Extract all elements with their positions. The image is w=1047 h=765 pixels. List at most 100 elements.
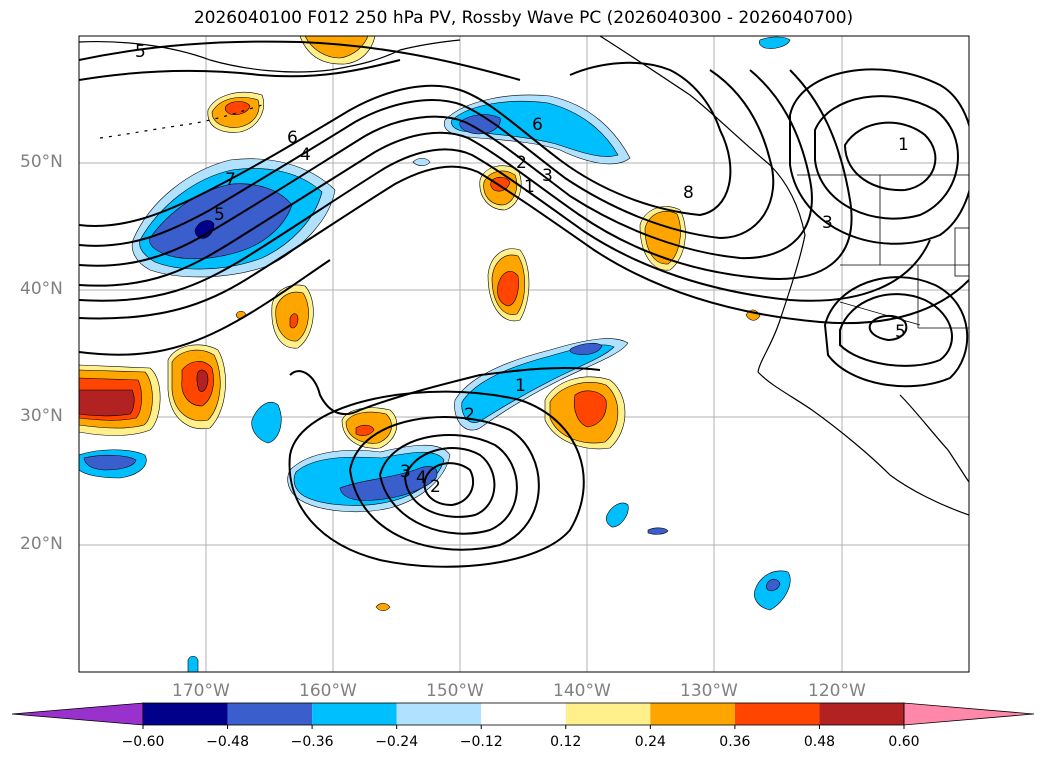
figure-title: 2026040100 F012 250 hPa PV, Rossby Wave … (193, 8, 854, 28)
pos-region-west-coast-jet-mid (644, 211, 681, 265)
contour-label-group: 5 6 4 7 5 6 2 1 3 8 1 3 5 1 2 3 4 2 (135, 42, 909, 497)
contour-label: 1 (898, 135, 909, 155)
contour-label: 3 (400, 462, 411, 482)
colorbar-extend-low (11, 702, 144, 726)
lon-label-120w: 120°W (808, 681, 866, 701)
us-mexico-border (839, 301, 921, 326)
contour-label: 5 (135, 42, 146, 62)
neg-region-gulf-mid (451, 101, 619, 157)
contour-east-low-3 (868, 314, 908, 342)
neg-region-small-8 (412, 157, 431, 167)
state-border-5 (954, 227, 969, 277)
pos-region-dot-2 (375, 602, 391, 612)
lon-label-130w: 130°W (680, 681, 738, 701)
lon-label-140w: 140°W (553, 681, 611, 701)
colorbar-tick-label: 0.36 (719, 734, 751, 750)
pos-region-south-central-strong (355, 424, 375, 436)
colorbar (11, 702, 1035, 729)
aleutian-chain (99, 104, 263, 139)
contour-label: 1 (515, 376, 526, 396)
lon-label-160w: 160°W (299, 681, 357, 701)
colorbar-swatch (650, 703, 735, 725)
colorbar-swatch (143, 703, 228, 725)
colorbar-tick-label: 0.48 (803, 734, 836, 750)
colorbar-extend-high (903, 702, 1035, 726)
rossby-wave-contours (79, 40, 969, 568)
colorbar-tick-label: 0.60 (888, 734, 920, 750)
neg-region-small-6 (187, 655, 199, 672)
lon-label-150w: 150°W (426, 681, 484, 701)
colorbar-swatch (227, 703, 313, 725)
contour-jet-6 (79, 165, 969, 325)
neg-region-small-5 (758, 36, 791, 49)
colorbar-tick-label: −0.36 (290, 734, 334, 750)
contour-label: 6 (532, 115, 543, 135)
lat-label-50n: 50°N (20, 152, 63, 172)
contour-jet-3 (79, 69, 813, 267)
colorbar-tick-label: −0.48 (206, 734, 249, 750)
contour-south-low-1 (423, 462, 475, 507)
contour-label: 4 (300, 145, 311, 165)
colorbar-tick-label: −0.12 (459, 734, 503, 750)
neg-region-small-1 (251, 401, 282, 444)
pos-region-east-subtropic-strong (573, 390, 607, 428)
pos-region-far-west-dark (79, 389, 135, 417)
contour-label: 4 (416, 468, 427, 488)
contour-label: 3 (542, 166, 553, 186)
lat-label-20n: 20°N (20, 534, 63, 554)
contour-east-low (839, 293, 953, 367)
contour-north-2 (79, 59, 401, 81)
contour-jet-4 (79, 69, 853, 287)
contour-label: 2 (516, 153, 527, 173)
contour-jet-2 (79, 69, 775, 247)
colorbar-tick-label: −0.24 (375, 734, 419, 750)
gridlines (79, 36, 969, 672)
colorbar-tick-label: 0.12 (550, 734, 582, 750)
colorbar-swatch (819, 703, 904, 725)
colorbar-swatch (396, 703, 482, 725)
contour-jet-5 (79, 148, 931, 302)
baja-coast (757, 371, 969, 516)
colorbar-swatch (481, 703, 566, 725)
contour-label: 1 (524, 177, 535, 197)
neg-region-small-2 (605, 502, 629, 528)
colorbar-swatch (312, 703, 397, 725)
lat-label-40n: 40°N (20, 279, 63, 299)
colorbar-tick-label: 0.24 (634, 734, 666, 750)
contour-jet-7 (79, 259, 331, 356)
contour-label: 6 (287, 128, 298, 148)
contour-east-high (843, 121, 937, 192)
neg-region-south-strong (339, 466, 438, 501)
pos-region-mid-north-strong (497, 271, 519, 307)
contour-label: 2 (464, 405, 475, 425)
contour-north-1 (79, 40, 521, 81)
contour-east-low-2 (823, 276, 969, 388)
colorbar-tick-label: −0.60 (121, 734, 165, 750)
lon-label-170w: 170°W (172, 681, 230, 701)
contour-south-low-2 (403, 447, 496, 518)
map-frame (78, 35, 970, 673)
pos-region-small-a-strong (289, 313, 299, 329)
colorbar-frame (142, 702, 905, 726)
west-coast-us (757, 234, 806, 373)
lat-label-30n: 30°N (20, 406, 63, 426)
neg-region-west-dark (194, 220, 215, 239)
neg-region-far-west-strong (83, 454, 137, 471)
contour-label: 8 (683, 183, 694, 203)
contour-east-high-2 (814, 95, 959, 220)
contour-south-low-4 (348, 416, 540, 551)
pos-region-alaska-mid (304, 36, 369, 59)
contour-jet-1 (79, 61, 732, 227)
colorbar-swatch (734, 703, 820, 725)
contour-label: 7 (225, 170, 236, 190)
contour-south-low-5 (288, 390, 585, 568)
contour-east-high-3 (789, 68, 969, 245)
neg-region-subtropic-strong (569, 342, 603, 356)
colorbar-swatch (565, 703, 651, 725)
contour-subtropic-ridge (289, 366, 601, 416)
contour-label: 5 (895, 322, 906, 342)
contour-label: 5 (214, 205, 225, 225)
contour-label: 2 (430, 477, 441, 497)
pos-region-gulf-south-strong (490, 176, 511, 192)
